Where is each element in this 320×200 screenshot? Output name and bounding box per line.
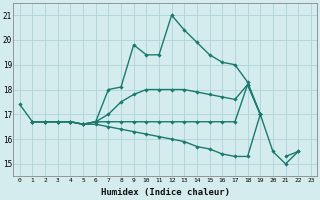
X-axis label: Humidex (Indice chaleur): Humidex (Indice chaleur) [101,188,230,197]
